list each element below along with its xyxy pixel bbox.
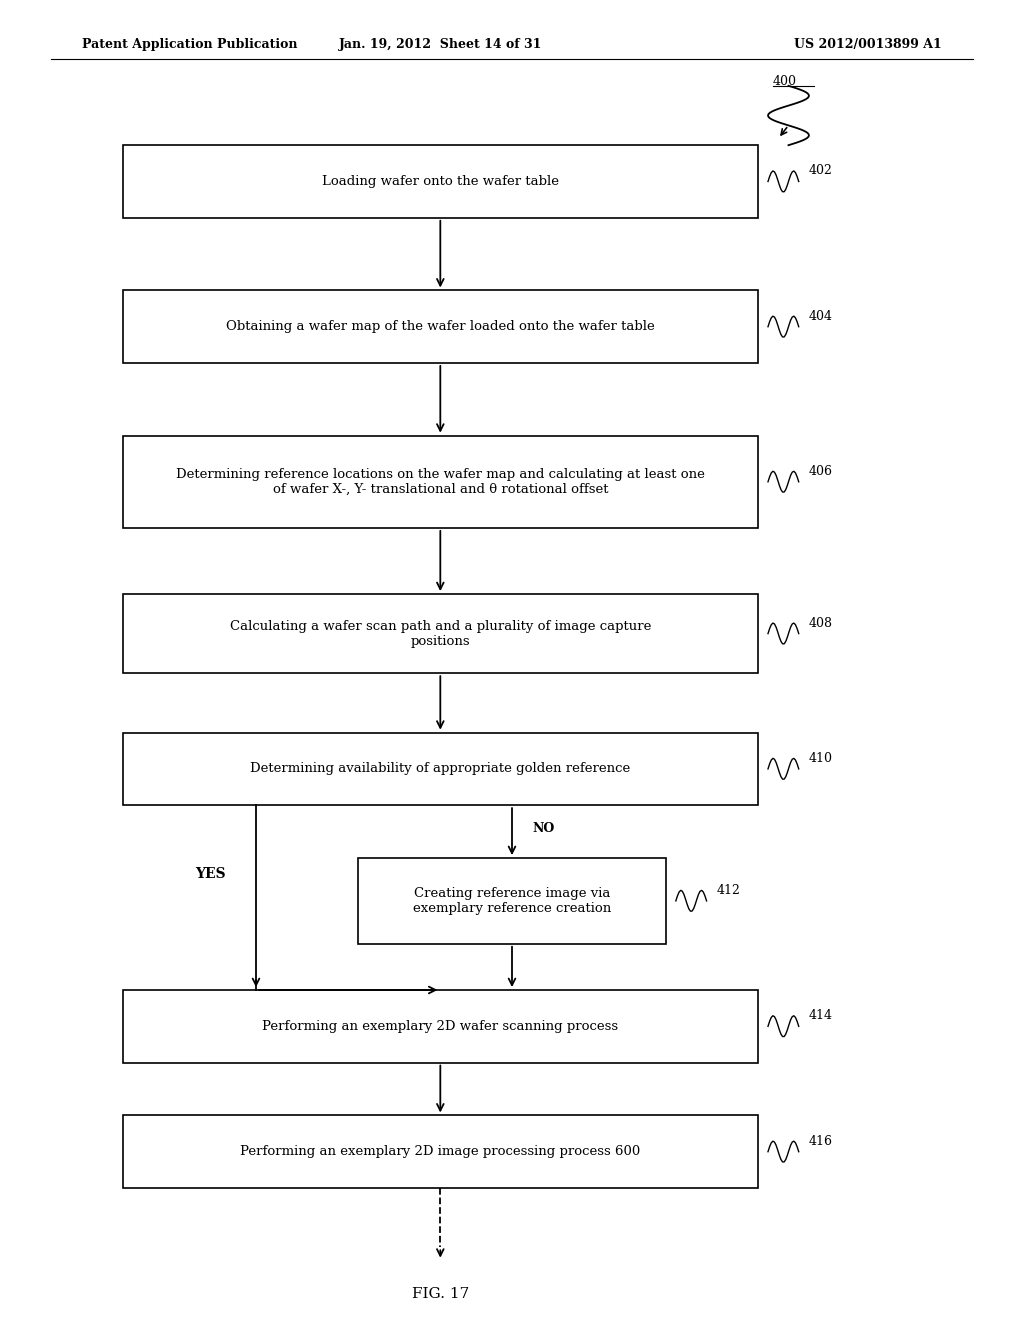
Text: Obtaining a wafer map of the wafer loaded onto the wafer table: Obtaining a wafer map of the wafer loade… [226,321,654,333]
Text: 412: 412 [717,884,740,896]
Text: Performing an exemplary 2D wafer scanning process: Performing an exemplary 2D wafer scannin… [262,1020,618,1032]
FancyBboxPatch shape [123,733,758,805]
Text: 416: 416 [809,1135,833,1147]
Text: 410: 410 [809,752,833,764]
Text: Patent Application Publication: Patent Application Publication [82,38,297,51]
Text: 414: 414 [809,1010,833,1022]
Text: Determining availability of appropriate golden reference: Determining availability of appropriate … [250,763,631,775]
FancyBboxPatch shape [123,436,758,528]
Text: 400: 400 [773,75,797,88]
FancyBboxPatch shape [123,145,758,218]
Text: Creating reference image via
exemplary reference creation: Creating reference image via exemplary r… [413,887,611,915]
FancyBboxPatch shape [123,594,758,673]
Text: YES: YES [195,867,225,880]
Text: US 2012/0013899 A1: US 2012/0013899 A1 [795,38,942,51]
Text: Determining reference locations on the wafer map and calculating at least one
of: Determining reference locations on the w… [176,467,705,496]
Text: NO: NO [532,822,555,836]
Text: Loading wafer onto the wafer table: Loading wafer onto the wafer table [322,176,559,187]
Text: Calculating a wafer scan path and a plurality of image capture
positions: Calculating a wafer scan path and a plur… [229,619,651,648]
Text: 408: 408 [809,616,833,630]
Text: 404: 404 [809,310,833,322]
FancyBboxPatch shape [358,858,666,944]
Text: Performing an exemplary 2D image processing process 600: Performing an exemplary 2D image process… [241,1146,640,1158]
Text: 406: 406 [809,465,833,478]
FancyBboxPatch shape [123,1115,758,1188]
FancyBboxPatch shape [123,290,758,363]
Text: FIG. 17: FIG. 17 [412,1287,469,1300]
FancyBboxPatch shape [123,990,758,1063]
Text: Jan. 19, 2012  Sheet 14 of 31: Jan. 19, 2012 Sheet 14 of 31 [339,38,542,51]
Text: 402: 402 [809,165,833,177]
